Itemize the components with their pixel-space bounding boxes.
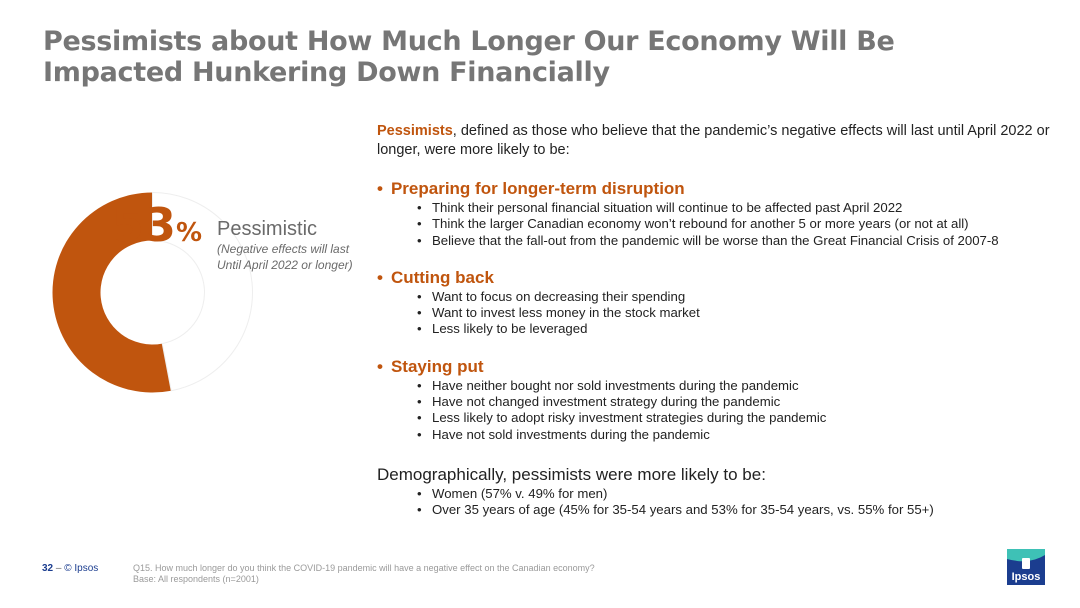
finding-section-title: • Staying put [377, 357, 1057, 377]
intro-text: Pessimists, defined as those who believe… [377, 122, 1057, 160]
finding-item: Want to invest less money in the stock m… [417, 305, 1057, 322]
footer-note: Q15. How much longer do you think the CO… [133, 563, 595, 585]
finding-item: Have not changed investment strategy dur… [417, 394, 1057, 411]
donut-chart-svg [52, 191, 253, 393]
logo-text: Ipsos [1012, 571, 1041, 583]
findings-panel: Pessimists, defined as those who believe… [377, 122, 1057, 519]
pessimistic-label: Pessimistic [217, 218, 318, 240]
logo-mark [1022, 558, 1030, 569]
donut-chart [50, 190, 255, 395]
pessimistic-note-line2: Until April 2022 or longer) [217, 258, 353, 272]
pessimistic-note-line1: (Negative effects will last [217, 242, 350, 256]
demographics-list: Women (57% v. 49% for men)Over 35 years … [377, 486, 1057, 519]
pessimistic-note: (Negative effects will last Until April … [217, 241, 353, 273]
finding-section-label: Cutting back [390, 267, 494, 287]
footer-separator: – [55, 563, 62, 574]
demographic-item: Over 35 years of age (45% for 35-54 year… [417, 502, 1057, 519]
ipsos-logo: Ipsos [1007, 549, 1045, 585]
slide-title-line1: Pessimists about How Much Longer Our Eco… [43, 26, 895, 57]
bullet-icon: • [377, 267, 383, 287]
finding-item: Have neither bought nor sold investments… [417, 378, 1057, 395]
finding-item: Think the larger Canadian economy won’t … [417, 216, 1057, 233]
footer-page: 32 – © Ipsos [42, 563, 98, 574]
finding-item: Believe that the fall-out from the pande… [417, 233, 1057, 250]
finding-items: Want to focus on decreasing their spendi… [377, 289, 1057, 338]
percentage-label: 53% [112, 200, 202, 250]
finding-item: Have not sold investments during the pan… [417, 427, 1057, 444]
finding-item: Less likely to adopt risky investment st… [417, 410, 1057, 427]
finding-item: Want to focus on decreasing their spendi… [417, 289, 1057, 306]
finding-section: • Preparing for longer-term disruption Thi… [377, 179, 1057, 249]
donut-slice-pessimistic [52, 192, 172, 393]
sections-list: • Preparing for longer-term disruption Thi… [377, 179, 1057, 443]
finding-item: Think their personal financial situation… [417, 200, 1057, 217]
demographic-item: Women (57% v. 49% for men) [417, 486, 1057, 503]
percentage-symbol: % [176, 218, 203, 248]
demographics-heading: Demographically, pessimists were more li… [377, 464, 766, 484]
finding-section-title: • Cutting back [377, 268, 1057, 288]
finding-items: Have neither bought nor sold investments… [377, 378, 1057, 443]
finding-items: Think their personal financial situation… [377, 200, 1057, 249]
page-number: 32 [42, 563, 54, 574]
copyright: © Ipsos [64, 563, 99, 574]
footer-base: Base: All respondents (n=2001) [133, 574, 259, 584]
donut-slice-other [152, 191, 253, 392]
intro-highlight: Pessimists [377, 123, 453, 139]
finding-section-title: • Preparing for longer-term disruption [377, 179, 1057, 199]
percentage-value: 53 [112, 198, 177, 252]
bullet-icon: • [377, 356, 383, 376]
intro-body: , defined as those who believe that the … [377, 123, 1050, 158]
finding-section: • Staying put Have neither bought nor sold… [377, 357, 1057, 443]
footer-question: Q15. How much longer do you think the CO… [133, 563, 595, 573]
finding-section: • Cutting back Want to focus on decreasing… [377, 268, 1057, 338]
finding-section-label: Staying put [390, 356, 484, 376]
logo-wave [1007, 549, 1045, 562]
slide-title-line2: Impacted Hunkering Down Financially [43, 57, 610, 88]
bullet-icon: • [377, 179, 383, 198]
finding-section-label: Preparing for longer-term disruption [390, 179, 685, 198]
slide-title: Pessimists about How Much Longer Our Eco… [43, 26, 1043, 88]
finding-item: Less likely to be leveraged [417, 321, 1057, 338]
